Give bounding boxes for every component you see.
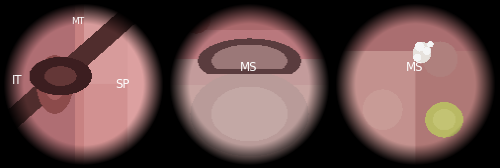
Text: MT: MT [72, 17, 85, 26]
Text: MS: MS [240, 61, 258, 74]
Text: IT: IT [12, 74, 22, 87]
Text: SP: SP [115, 77, 130, 91]
Text: MS: MS [406, 61, 424, 74]
